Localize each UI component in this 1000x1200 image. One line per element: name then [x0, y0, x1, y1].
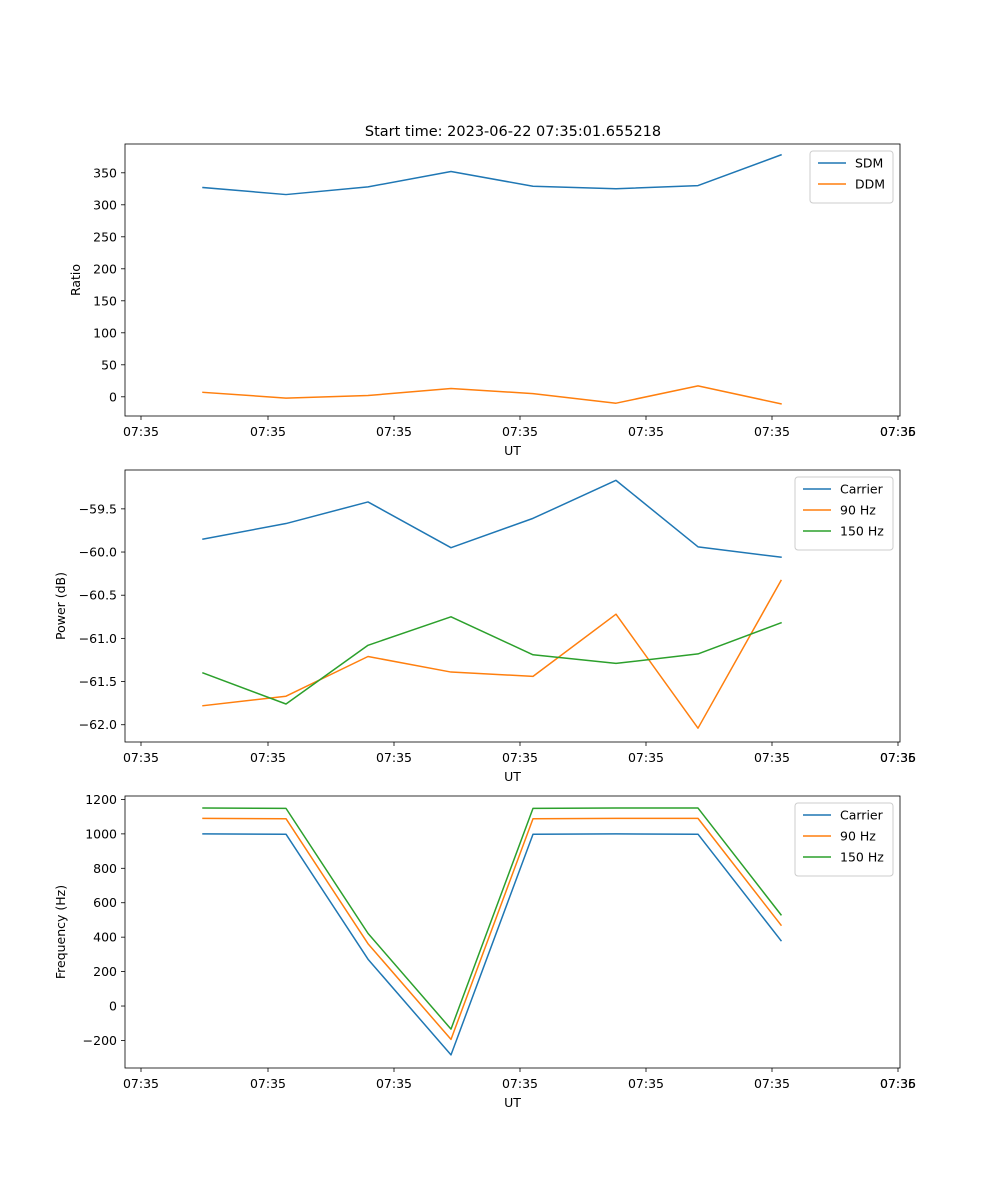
y-tick-label: −61.5: [79, 674, 117, 689]
axes-frame: [124, 143, 901, 417]
y-tick-label: 350: [93, 165, 117, 180]
x-axis-label: UT: [504, 769, 521, 784]
subplot-1: 07:35 07:35 07:35 07:35 07:35 07:35 07:3507:36…: [68, 143, 916, 458]
x-tick-label: 07:36: [880, 1076, 916, 1091]
y-tick-label: 400: [93, 930, 117, 945]
y-tick-label: −61.0: [79, 631, 117, 646]
y-tick-label: 300: [93, 197, 117, 212]
y-tick-label: 1200: [85, 792, 117, 807]
legend-label: SDM: [855, 156, 883, 171]
y-tick-label: −62.0: [79, 717, 117, 732]
subplot-2: 07:35 07:35 07:35 07:35 07:35 07:35 07:3507:36…: [53, 469, 916, 784]
legend-label: 150 Hz: [840, 524, 884, 539]
y-tick-label: 600: [93, 895, 117, 910]
y-tick-label: 200: [93, 964, 117, 979]
series-line-ddm: [202, 385, 782, 405]
axes-frame: [124, 469, 901, 743]
legend-label: DDM: [855, 177, 885, 192]
x-tick-label: 07:35: [376, 1076, 412, 1091]
y-tick-label: 0: [109, 389, 117, 404]
y-tick-label: 250: [93, 229, 117, 244]
x-tick-label: 07:35: [628, 1076, 664, 1091]
legend-label: 90 Hz: [840, 503, 876, 518]
x-tick-label: 07:35: [628, 424, 664, 439]
x-tick-label: 07:35: [880, 750, 916, 765]
y-tick-label: 100: [93, 325, 117, 340]
y-tick-label: 50: [101, 357, 117, 372]
figure-title: Start time: 2023-06-22 07:35:01.655218: [365, 124, 661, 140]
x-tick-label: 07:35: [250, 1076, 286, 1091]
y-tick-label: 150: [93, 293, 117, 308]
y-tick-label: 1000: [85, 826, 117, 841]
y-tick-label: 0: [109, 999, 117, 1014]
subplots: 07:35 07:35 07:35 07:35 07:35 07:35 07:3507:36…: [53, 143, 916, 1110]
x-tick-label: 07:35: [628, 750, 664, 765]
x-tick-label: 07:35: [502, 750, 538, 765]
x-tick-label: 07:35: [880, 1076, 916, 1091]
y-tick-label: 800: [93, 861, 117, 876]
x-tick-label: 07:35: [250, 750, 286, 765]
x-tick-label: 07:35: [502, 424, 538, 439]
axes-frame: [124, 795, 901, 1069]
legend-label: Carrier: [840, 482, 884, 497]
x-tick-label: 07:35: [123, 424, 159, 439]
x-tick-label: 07:36: [880, 424, 916, 439]
x-tick-label: 07:35: [123, 1076, 159, 1091]
series-line-90-hz: [202, 817, 783, 1041]
y-axis-label: Power (dB): [53, 572, 68, 640]
y-tick-label: −60.5: [79, 588, 117, 603]
series-line-150-hz: [202, 807, 783, 1030]
series-line-150-hz: [202, 616, 782, 705]
x-tick-label: 07:35: [754, 424, 790, 439]
x-axis-label: UT: [504, 443, 521, 458]
y-axis-label: Ratio: [68, 264, 83, 296]
y-axis-label: Frequency (Hz): [53, 885, 68, 979]
legend-label: 150 Hz: [840, 850, 884, 865]
x-tick-label: 07:35: [123, 750, 159, 765]
x-tick-label: 07:35: [754, 1076, 790, 1091]
x-tick-label: 07:35: [754, 750, 790, 765]
x-axis-label: UT: [504, 1095, 521, 1110]
y-tick-label: −200: [83, 1033, 117, 1048]
x-tick-label: 07:36: [880, 750, 916, 765]
series-line-carrier: [202, 833, 783, 1056]
series-line-sdm: [202, 153, 782, 196]
x-tick-label: 07:35: [502, 1076, 538, 1091]
x-tick-label: 07:35: [376, 424, 412, 439]
legend-label: 90 Hz: [840, 829, 876, 844]
series-line-carrier: [202, 479, 782, 559]
subplot-3: 07:35 07:35 07:35 07:35 07:35 07:35 07:3507:36…: [53, 792, 916, 1110]
y-tick-label: −59.5: [79, 501, 117, 516]
legend-label: Carrier: [840, 808, 884, 823]
x-tick-label: 07:35: [880, 424, 916, 439]
legend: [809, 150, 894, 204]
series-line-90-hz: [202, 579, 783, 729]
x-tick-label: 07:35: [250, 424, 286, 439]
x-tick-label: 07:35: [376, 750, 412, 765]
y-tick-label: −60.0: [79, 545, 117, 560]
y-tick-label: 200: [93, 261, 117, 276]
